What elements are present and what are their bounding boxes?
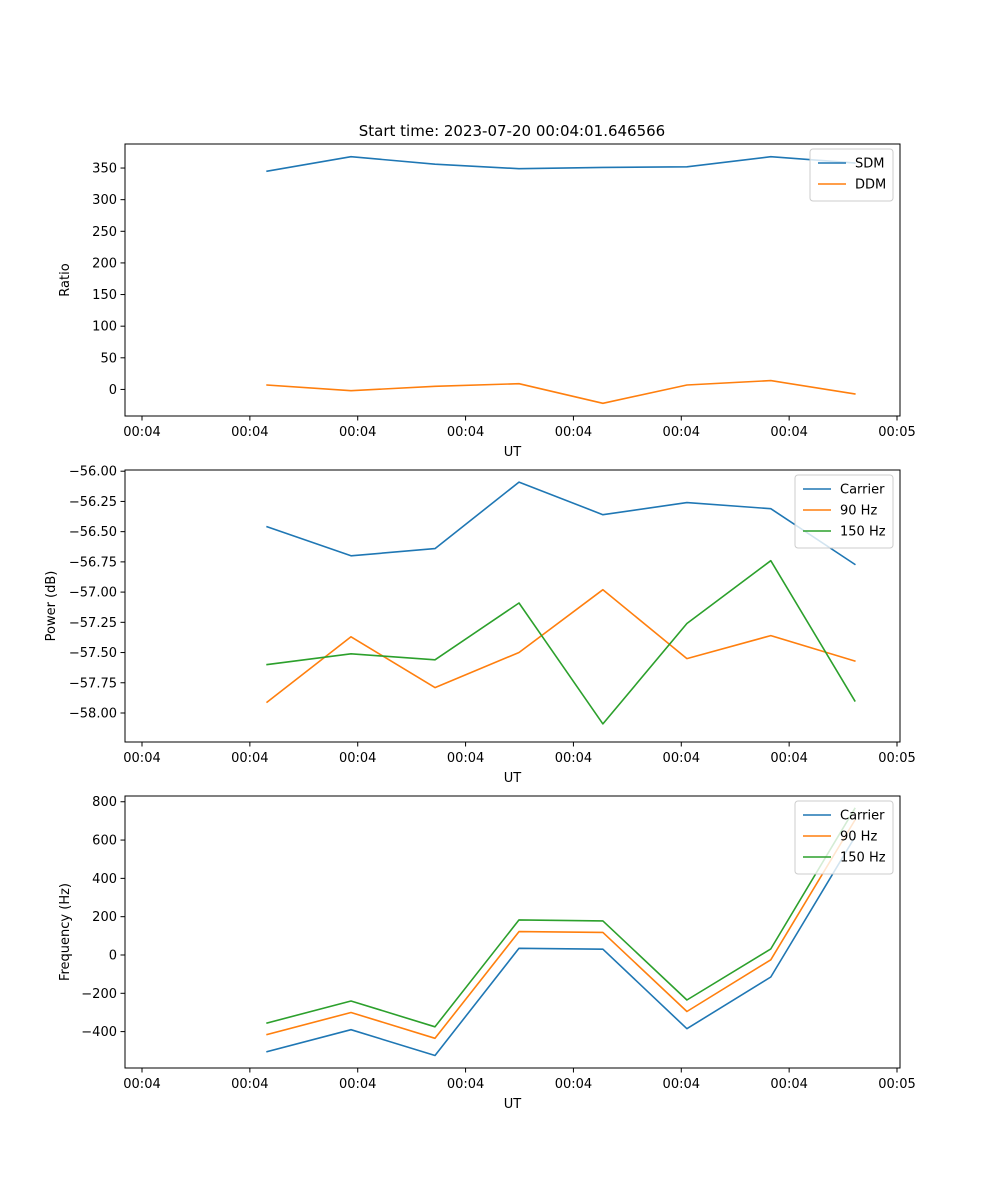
frequency-y-tick-label: −200 [81,987,117,1002]
power-y-tick-label: −57.25 [69,616,117,631]
ratio-axes-frame [124,143,901,417]
power-x-tick-label: 00:04 [123,751,160,766]
ratio-x-tick-label: 00:04 [555,425,592,440]
ratio-plot: 00:04 00:04 00:04 00:04 00:04 00:04 00:04 00:05… [58,143,916,460]
power-x-tick-label: 00:04 [447,751,484,766]
power-legend-label: 150 Hz [840,525,886,540]
frequency-legend-label: 150 Hz [840,851,886,866]
power-y-tick-label: −56.00 [69,465,117,480]
power-y-tick-label: −56.50 [69,525,117,540]
power-x-tick-label: 00:04 [339,751,376,766]
ratio-y-tick-label: 300 [92,193,117,208]
frequency-axes-frame [124,795,901,1069]
ratio-y-tick-label: 350 [92,162,117,177]
ratio-y-axis-label: Ratio [58,263,73,296]
frequency-series-carrier-line [266,836,856,1057]
power-x-tick-label: 00:04 [663,751,700,766]
ratio-legend: SDM DDM [809,148,894,202]
power-y-tick-label: −56.75 [69,555,117,570]
ratio-y-tick-label: 100 [92,320,117,335]
ratio-x-axis-label: UT [504,445,522,460]
power-y-axis-label: Power (dB) [44,571,59,642]
frequency-series-90-hz-line [266,819,856,1040]
ratio-x-tick-label: 00:04 [231,425,268,440]
frequency-legend-label: 90 Hz [840,830,877,845]
power-legend-label: Carrier [840,483,885,498]
power-x-tick-label: 00:05 [878,751,915,766]
ratio-x-tick-label: 00:04 [447,425,484,440]
ratio-y-tick-label: 150 [92,288,117,303]
ratio-legend-label: DDM [855,178,886,193]
frequency-y-tick-label: 0 [109,948,117,963]
frequency-series-150-hz-line [266,807,856,1028]
ratio-legend-box [809,148,894,202]
power-y-tick-label: −57.50 [69,646,117,661]
ratio-y-tick-label: 50 [100,351,117,366]
ratio-x-tick-label: 00:04 [339,425,376,440]
power-x-tick-label: 00:04 [555,751,592,766]
power-y-tick-label: −58.00 [69,706,117,721]
ratio-x-tick-label: 00:04 [770,425,807,440]
ratio-series-sdm-line [266,155,856,173]
frequency-y-tick-label: −400 [81,1025,117,1040]
frequency-x-tick-label: 00:05 [878,1077,915,1092]
power-x-tick-label: 00:04 [231,751,268,766]
frequency-x-tick-label: 00:04 [770,1077,807,1092]
frequency-y-tick-label: 400 [92,872,117,887]
power-series-150-hz-line [266,559,856,725]
frequency-y-tick-label: 200 [92,910,117,925]
ratio-x-tick-label: 00:05 [878,425,915,440]
power-y-tick-label: −56.25 [69,495,117,510]
frequency-x-tick-label: 00:04 [663,1077,700,1092]
frequency-x-tick-label: 00:04 [231,1077,268,1092]
power-legend: Carrier 90 Hz 150 Hz [794,474,894,549]
frequency-plot: 00:04 00:04 00:04 00:04 00:04 00:04 00:04 00:05… [58,795,916,1112]
power-plot: 00:04 00:04 00:04 00:04 00:04 00:04 00:04 00:05… [44,465,916,786]
frequency-y-axis-label: Frequency (Hz) [58,883,73,981]
frequency-x-tick-label: 00:04 [447,1077,484,1092]
ratio-y-tick-label: 200 [92,256,117,271]
ratio-series-ddm-line [266,379,856,405]
subplots: 00:04 00:04 00:04 00:04 00:04 00:04 00:04 00:05… [44,143,916,1112]
power-legend-label: 90 Hz [840,504,877,519]
ratio-legend-label: SDM [855,157,884,172]
power-series-carrier-line [266,481,856,566]
ratio-x-tick-label: 00:04 [663,425,700,440]
frequency-legend-label: Carrier [840,809,885,824]
frequency-x-axis-label: UT [504,1097,522,1112]
ratio-y-tick-label: 0 [109,383,117,398]
frequency-x-tick-label: 00:04 [123,1077,160,1092]
frequency-legend: Carrier 90 Hz 150 Hz [794,800,894,875]
power-x-tick-label: 00:04 [770,751,807,766]
figure-title: Start time: 2023-07-20 00:04:01.646566 [359,122,665,140]
power-legend-box [794,474,894,549]
frequency-legend-box [794,800,894,875]
ratio-y-tick-label: 250 [92,225,117,240]
frequency-x-tick-label: 00:04 [555,1077,592,1092]
ratio-x-tick-label: 00:04 [123,425,160,440]
power-y-tick-label: −57.00 [69,586,117,601]
frequency-y-tick-label: 600 [92,834,117,849]
power-series-90-hz-line [265,588,856,704]
frequency-y-tick-label: 800 [92,795,117,810]
power-x-axis-label: UT [504,771,522,786]
power-axes-frame [124,469,901,743]
frequency-x-tick-label: 00:04 [339,1077,376,1092]
power-y-tick-label: −57.75 [69,676,117,691]
